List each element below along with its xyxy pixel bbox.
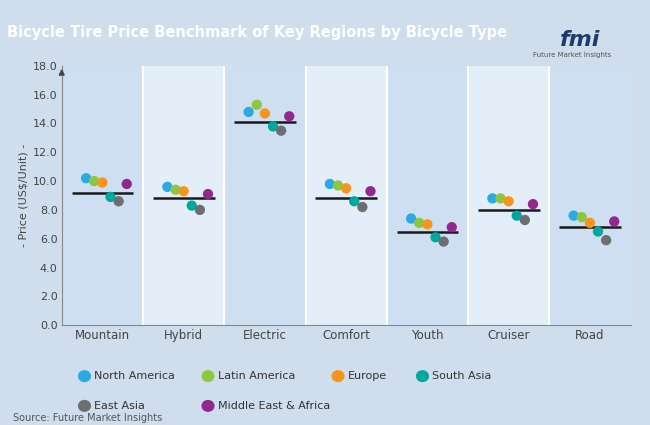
Point — [105, 193, 116, 200]
Text: North America: North America — [94, 371, 175, 381]
Point — [609, 218, 619, 225]
Text: East Asia: East Asia — [94, 401, 145, 411]
Point — [162, 184, 173, 190]
Point — [341, 185, 351, 192]
Bar — [306, 66, 387, 325]
Point — [268, 123, 278, 130]
Text: Bicycle Tire Price Benchmark of Key Regions by Bicycle Type: Bicycle Tire Price Benchmark of Key Regi… — [7, 25, 508, 40]
Point — [406, 215, 416, 222]
Bar — [468, 66, 549, 325]
Text: Latin America: Latin America — [218, 371, 295, 381]
Bar — [549, 66, 630, 325]
Point — [333, 182, 343, 189]
Point — [601, 237, 611, 244]
Point — [593, 228, 603, 235]
Text: South Asia: South Asia — [432, 371, 491, 381]
Point — [438, 238, 448, 245]
Point — [430, 234, 441, 241]
Text: fmi: fmi — [560, 30, 600, 50]
Point — [259, 110, 270, 117]
Point — [349, 198, 359, 205]
Point — [81, 175, 91, 181]
Point — [503, 198, 514, 205]
Point — [358, 204, 368, 210]
Point — [170, 186, 181, 193]
Text: Europe: Europe — [348, 371, 387, 381]
Text: Future Market Insights: Future Market Insights — [533, 52, 611, 59]
Point — [568, 212, 578, 219]
Bar — [143, 66, 224, 325]
Point — [447, 224, 457, 231]
Point — [122, 181, 132, 187]
Point — [414, 219, 424, 226]
Point — [422, 221, 433, 228]
Point — [276, 128, 286, 134]
Text: Source: Future Market Insights: Source: Future Market Insights — [13, 413, 162, 423]
Point — [585, 219, 595, 226]
Point — [243, 108, 254, 115]
Point — [187, 202, 197, 209]
Bar — [224, 66, 306, 325]
Y-axis label: - Price (US$/Unit) -: - Price (US$/Unit) - — [19, 144, 29, 247]
Point — [203, 191, 213, 198]
Point — [520, 217, 530, 224]
Point — [512, 212, 522, 219]
Bar — [387, 66, 468, 325]
Point — [284, 113, 294, 120]
Point — [528, 201, 538, 207]
Point — [113, 198, 124, 205]
Point — [324, 181, 335, 187]
Point — [495, 195, 506, 202]
Point — [195, 207, 205, 213]
Point — [178, 188, 188, 195]
Point — [577, 214, 587, 221]
Bar — [62, 66, 143, 325]
Point — [98, 179, 108, 186]
Point — [365, 188, 376, 195]
Text: Middle East & Africa: Middle East & Africa — [218, 401, 330, 411]
Point — [89, 178, 99, 184]
Point — [252, 102, 262, 108]
Point — [488, 195, 498, 202]
